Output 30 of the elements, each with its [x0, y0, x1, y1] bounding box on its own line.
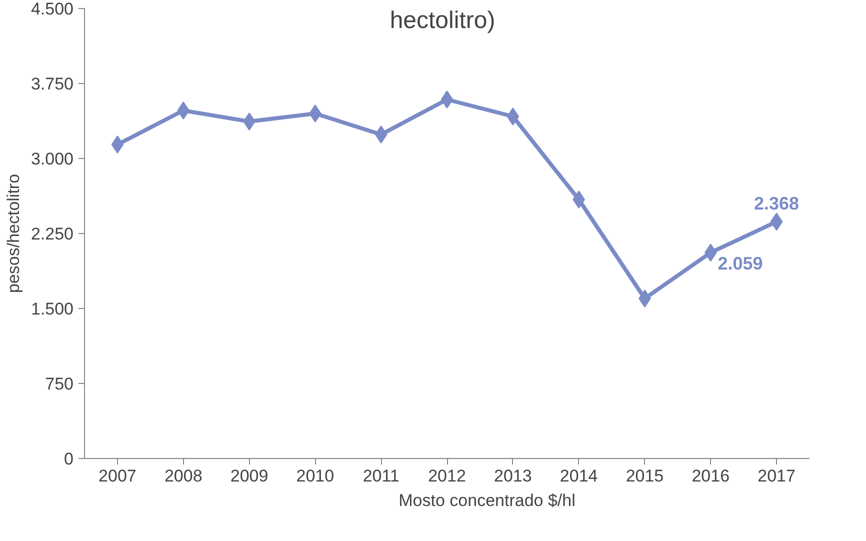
x-tick-label: 2008 [164, 466, 202, 486]
x-tick-label: 2015 [626, 466, 664, 486]
chart-title: hectolitro) [390, 7, 496, 34]
x-tick-label: 2012 [428, 466, 466, 486]
x-tick-label: 2011 [362, 466, 400, 486]
text: Mosto concentrado $/hl [398, 491, 576, 511]
x-tick-label: 2010 [296, 466, 334, 486]
y-tick-label: 4.500 [30, 0, 74, 18]
y-tick-label: 1.500 [30, 300, 74, 318]
y-tick-label: 3.750 [30, 74, 74, 94]
y-tick-label: 0 [64, 450, 74, 468]
data-label: 2.368 [754, 194, 800, 214]
y-tick-label: 2.250 [30, 224, 74, 244]
y-tick-label: 750 [45, 374, 74, 394]
x-tick-label: 2009 [230, 466, 268, 486]
point [440, 90, 454, 108]
data-label: 2.059 [718, 254, 763, 274]
x-tick-label: 2007 [98, 466, 136, 486]
x-tick-label: 2013 [494, 466, 532, 486]
point [506, 108, 520, 126]
point [704, 244, 717, 262]
x-tick-label: 2016 [692, 466, 730, 486]
x-tick-label: 2017 [758, 466, 796, 486]
point [177, 102, 190, 120]
point [111, 136, 124, 154]
x-tick-label: 2014 [560, 466, 598, 486]
y-tick-label: 3.000 [30, 150, 74, 168]
y-axis-title: pesos/hectolitro [4, 174, 23, 294]
point [374, 126, 388, 144]
point [770, 212, 783, 231]
